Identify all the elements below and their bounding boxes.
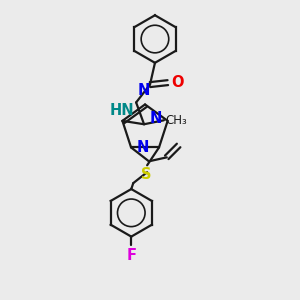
Text: CH₃: CH₃ <box>166 114 188 127</box>
Text: N: N <box>137 140 149 155</box>
Text: F: F <box>126 248 136 262</box>
Text: O: O <box>171 75 183 90</box>
Text: N: N <box>138 83 150 98</box>
Text: N: N <box>149 111 162 126</box>
Text: S: S <box>141 167 152 182</box>
Text: HN: HN <box>110 103 134 118</box>
